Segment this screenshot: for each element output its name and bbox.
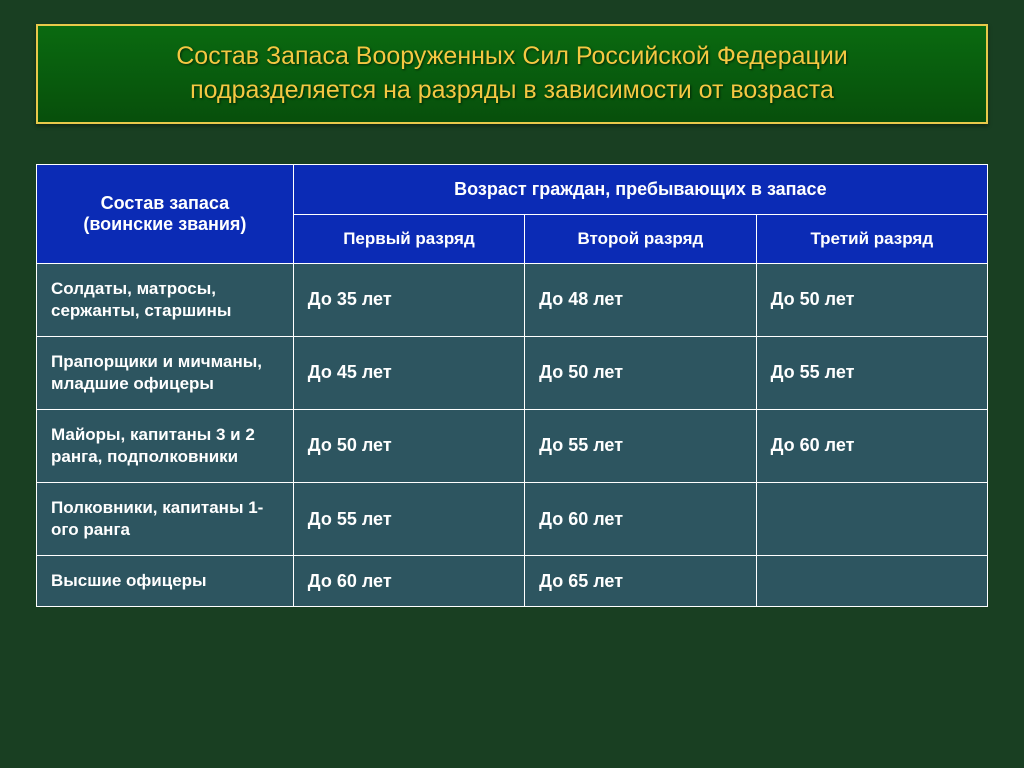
title-box: Состав Запаса Вооруженных Сил Российской…: [36, 24, 988, 124]
value-cell: До 50 лет: [756, 263, 987, 336]
value-cell: До 55 лет: [293, 483, 524, 556]
title-line-2: подразделяется на разряды в зависимости …: [62, 74, 962, 108]
value-cell: До 35 лет: [293, 263, 524, 336]
slide-container: Состав Запаса Вооруженных Сил Российской…: [0, 0, 1024, 768]
table-row: Солдаты, матросы, сержанты, старшины До …: [37, 263, 988, 336]
rank-cell: Высшие офицеры: [37, 556, 294, 607]
value-cell: До 60 лет: [525, 483, 756, 556]
table-row: Полковники, капитаны 1-ого ранга До 55 л…: [37, 483, 988, 556]
header-col-3: Третий разряд: [756, 214, 987, 263]
header-rank: Состав запаса (воинские звания): [37, 164, 294, 263]
value-cell: До 55 лет: [525, 409, 756, 482]
rank-cell: Полковники, капитаны 1-ого ранга: [37, 483, 294, 556]
header-rank-line1: Состав запаса: [51, 193, 279, 214]
value-cell: [756, 556, 987, 607]
header-age-group: Возраст граждан, пребывающих в запасе: [293, 164, 987, 214]
table-row: Прапорщики и мичманы, младшие офицеры До…: [37, 336, 988, 409]
value-cell: До 45 лет: [293, 336, 524, 409]
table-row: Майоры, капитаны 3 и 2 ранга, подполковн…: [37, 409, 988, 482]
value-cell: [756, 483, 987, 556]
value-cell: До 48 лет: [525, 263, 756, 336]
header-col-2: Второй разряд: [525, 214, 756, 263]
header-rank-line2: (воинские звания): [51, 214, 279, 235]
value-cell: До 50 лет: [293, 409, 524, 482]
value-cell: До 60 лет: [756, 409, 987, 482]
value-cell: До 55 лет: [756, 336, 987, 409]
table-row: Высшие офицеры До 60 лет До 65 лет: [37, 556, 988, 607]
rank-cell: Майоры, капитаны 3 и 2 ранга, подполковн…: [37, 409, 294, 482]
rank-cell: Прапорщики и мичманы, младшие офицеры: [37, 336, 294, 409]
title-line-1: Состав Запаса Вооруженных Сил Российской…: [62, 40, 962, 74]
header-col-1: Первый разряд: [293, 214, 524, 263]
rank-cell: Солдаты, матросы, сержанты, старшины: [37, 263, 294, 336]
value-cell: До 65 лет: [525, 556, 756, 607]
value-cell: До 60 лет: [293, 556, 524, 607]
value-cell: До 50 лет: [525, 336, 756, 409]
reserve-table: Состав запаса (воинские звания) Возраст …: [36, 164, 988, 608]
